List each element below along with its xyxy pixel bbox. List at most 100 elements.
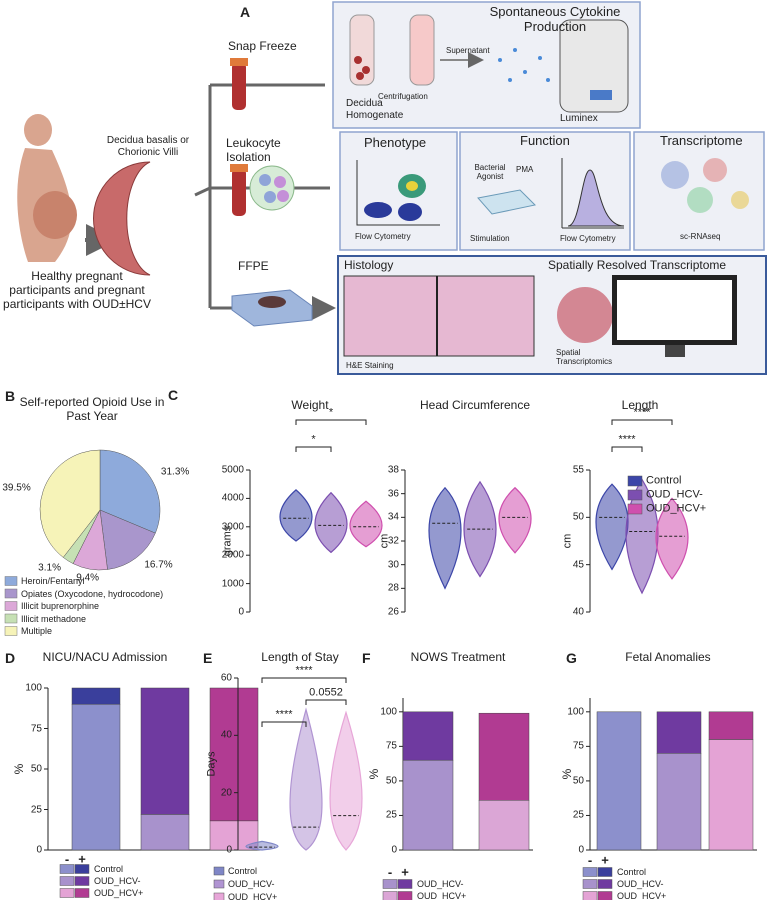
value-label: 39.5% [2, 481, 31, 493]
y-tick-label: 60 [220, 672, 232, 684]
legend-label: OUD_HCV+ [228, 891, 278, 900]
step-label: Leukocyte Isolation [226, 136, 281, 164]
legend-label: OUD_HCV+ [617, 890, 667, 900]
chart-title: Fetal Anomalies [625, 650, 711, 665]
y-tick-label: 50 [385, 775, 397, 787]
legend-swatch [582, 879, 598, 889]
significance-bracket [611, 419, 673, 425]
participants-label: Healthy pregnant participants and pregna… [3, 269, 151, 311]
legend-swatch [74, 864, 90, 874]
legend-swatch [213, 892, 225, 900]
legend-label: OUD_HCV+ [417, 890, 467, 900]
y-tick-label: 40 [220, 729, 232, 741]
bar-segment [140, 814, 190, 851]
violin [349, 500, 383, 548]
legend-label: OUD_HCV- [617, 878, 664, 889]
violin [329, 710, 363, 851]
legend-header: + [601, 852, 609, 868]
violin [314, 491, 348, 554]
tissue-label: Decidua basalis or Chorionic Villi [106, 135, 190, 158]
box-title: Phenotype [364, 135, 427, 150]
y-tick-label: 20 [220, 786, 232, 798]
y-axis-label: % [12, 763, 27, 775]
violin [428, 486, 462, 590]
bar-segment [402, 759, 454, 851]
significance-label: **** [275, 708, 293, 721]
box-title: Function [520, 133, 570, 148]
chart-title: Self-reported Opioid Use in Past Year [19, 395, 165, 423]
legend-header: - [587, 852, 593, 868]
pie-slice [99, 509, 156, 570]
y-tick-label: 34 [387, 511, 399, 523]
chart-title: Head Circumference [419, 398, 531, 413]
panel-letter: D [5, 649, 16, 666]
significance-bracket [295, 419, 367, 425]
y-tick-label: 75 [572, 740, 584, 752]
reagent-label: Bacterial Agonist [474, 163, 506, 182]
y-tick-label: 0 [238, 606, 244, 618]
violin [279, 489, 313, 542]
legend-swatch [59, 876, 75, 886]
significance-bracket [261, 721, 307, 727]
legend-label: OUD_HCV- [646, 488, 703, 501]
reagent-label: PMA [516, 165, 534, 174]
bar-segment [656, 753, 702, 851]
legend-swatch [382, 891, 398, 900]
pie-slice [39, 449, 101, 558]
value-label: 3.1% [38, 562, 61, 574]
legend-label: OUD_HCV- [94, 875, 141, 886]
bar-segment [596, 711, 642, 851]
violin [595, 483, 629, 571]
box-title: Transcriptome [660, 133, 743, 148]
legend-swatch [597, 867, 613, 877]
panel-letter: B [5, 387, 16, 404]
method-label: H&E Staining [346, 361, 394, 370]
y-axis-label: Days [205, 751, 218, 777]
legend-header: + [78, 851, 86, 867]
instrument-label: Luminex [560, 113, 598, 124]
y-tick-label: 50 [572, 511, 584, 523]
method-label: Stimulation [470, 234, 510, 243]
significance-label: 0.0552 [309, 686, 343, 699]
y-tick-label: 3000 [221, 521, 244, 533]
bar-segment [402, 711, 454, 761]
legend-label: Illicit buprenorphine [21, 600, 100, 611]
legend-swatch [627, 489, 643, 501]
legend-swatch [4, 576, 18, 586]
y-tick-label: 50 [30, 763, 42, 775]
significance-label: **** [295, 664, 313, 677]
y-tick-label: 36 [387, 487, 399, 499]
y-tick-label: 38 [387, 464, 399, 476]
legend-swatch [74, 888, 90, 898]
violin [655, 497, 689, 580]
value-label: 16.7% [144, 559, 173, 571]
legend-swatch [597, 891, 613, 900]
y-tick-label: 75 [30, 722, 42, 734]
panel-letter: C [168, 386, 179, 403]
sample-label: Decidua Homogenate [346, 98, 404, 121]
y-tick-label: 100 [567, 706, 584, 718]
significance-bracket [295, 446, 332, 452]
legend-swatch [4, 601, 18, 611]
significance-label: **** [618, 433, 636, 446]
y-tick-label: 32 [387, 535, 399, 547]
legend-label: OUD_HCV- [417, 878, 464, 889]
bar-segment [656, 711, 702, 754]
y-tick-label: 4000 [221, 492, 244, 504]
bar-segment [478, 712, 530, 801]
legend-swatch [397, 879, 413, 889]
method-label: Flow Cytometry [355, 232, 411, 241]
legend-label: Multiple [21, 625, 53, 636]
panel-letter: E [203, 649, 213, 666]
legend-label: Heroin/Fentanyl [21, 575, 85, 586]
violin [289, 707, 323, 851]
y-tick-label: 25 [572, 809, 584, 821]
significance-bracket [305, 699, 347, 705]
chart-title: NICU/NACU Admission [42, 650, 168, 665]
panel-letter: G [566, 649, 577, 666]
legend-label: Control [228, 865, 258, 876]
value-label: 9.4% [76, 572, 100, 584]
diagram-shapes [17, 1, 767, 375]
violin [498, 486, 532, 554]
y-tick-label: 5000 [221, 464, 244, 476]
